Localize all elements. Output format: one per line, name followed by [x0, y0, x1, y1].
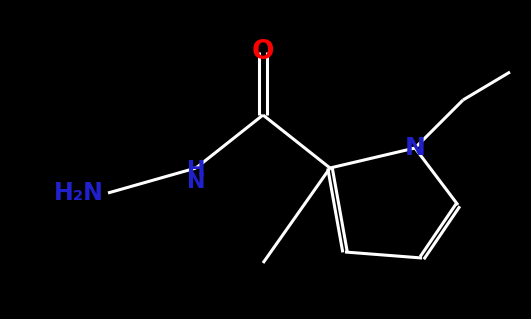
Text: N: N [187, 172, 205, 192]
Text: N: N [405, 136, 425, 160]
Text: H₂N: H₂N [54, 181, 104, 205]
Text: H: H [187, 160, 205, 180]
Text: O: O [252, 39, 274, 65]
